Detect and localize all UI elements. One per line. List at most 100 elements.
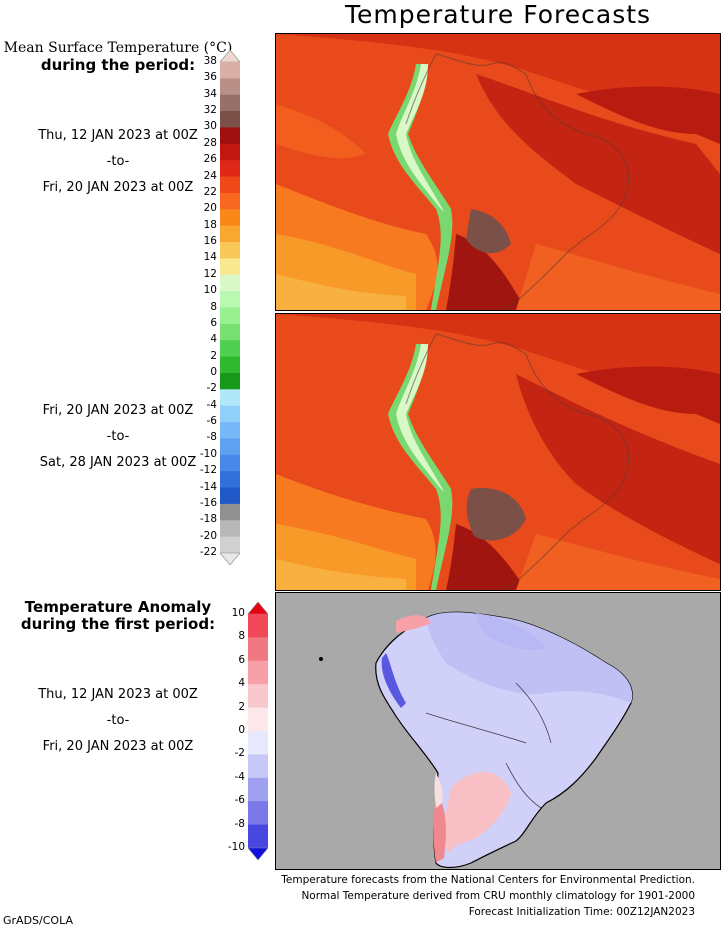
- period1-end: Fri, 20 JAN 2023 at 00Z: [42, 180, 194, 195]
- footer-line-source: Temperature forecasts from the National …: [281, 874, 695, 886]
- colorbar-tick-label: -14: [199, 480, 217, 493]
- colorbar-segment: [220, 323, 240, 341]
- colorbar-segment: [220, 340, 240, 358]
- colorbar-segment: [220, 192, 240, 210]
- anomaly-colorbar: [247, 601, 269, 861]
- period2-end: Sat, 28 JAN 2023 at 00Z: [39, 455, 197, 470]
- colorbar-tick-label: 10: [203, 284, 217, 297]
- colorbar-segment: [220, 356, 240, 374]
- colorbar-tick-label: -2: [234, 747, 245, 760]
- colorbar-tick-label: 26: [203, 153, 217, 166]
- colorbar-segment: [220, 487, 240, 505]
- colorbar-tick-label: 0: [238, 724, 245, 736]
- colorbar-segment: [248, 614, 268, 638]
- anomaly-period-start: Thu, 12 JAN 2023 at 00Z: [38, 687, 198, 702]
- colorbar-tick-label: 2: [238, 700, 245, 713]
- colorbar-tick-label: 4: [210, 333, 217, 346]
- colorbar-segment: [220, 111, 240, 128]
- colorbar-segment: [220, 176, 240, 194]
- anomaly-period-separator: -to-: [106, 713, 130, 728]
- colorbar-segment: [220, 143, 240, 161]
- colorbar-segment: [248, 637, 268, 662]
- colorbar-top-tip: [219, 49, 241, 63]
- page-title: Temperature Forecasts: [344, 0, 652, 29]
- temperature-map-period1: [275, 33, 721, 311]
- colorbar-tick-label: -10: [199, 447, 217, 460]
- colorbar-tick-label: -20: [199, 529, 217, 542]
- colorbar-segment: [220, 520, 240, 538]
- colorbar-segment: [220, 471, 240, 489]
- colorbar-tick-label: -6: [234, 794, 245, 807]
- colorbar-tick-label: 16: [203, 235, 217, 248]
- colorbar-tick-label: -4: [234, 770, 245, 783]
- colorbar-segment: [248, 684, 268, 709]
- colorbar-tick-label: 12: [203, 267, 217, 280]
- colorbar-tick-label: 36: [203, 71, 217, 84]
- colorbar-segment: [220, 160, 240, 178]
- colorbar-segment: [220, 274, 240, 292]
- colorbar-tick-label: -8: [234, 817, 245, 830]
- colorbar-segment: [220, 94, 240, 112]
- colorbar-tick-label: -16: [199, 496, 217, 509]
- temperature-map-period2: [275, 313, 721, 591]
- colorbar-tick-label: 38: [203, 55, 217, 67]
- colorbar-tick-label: 4: [238, 677, 245, 690]
- colorbar-tick-label: -12: [199, 464, 217, 477]
- anomaly-subheading: during the first period:: [20, 615, 216, 633]
- colorbar-segment: [248, 707, 268, 732]
- colorbar-segment: [220, 258, 240, 276]
- colorbar-tick-label: -4: [206, 398, 217, 411]
- colorbar-segment: [220, 405, 240, 423]
- colorbar-segment: [248, 660, 268, 685]
- mean-temp-heading: Mean Surface Temperature (°C): [3, 40, 233, 56]
- colorbar-segment: [220, 127, 240, 145]
- footer-line-climatology: Normal Temperature derived from CRU mont…: [301, 890, 695, 902]
- colorbar-tick-label: 18: [203, 218, 217, 231]
- colorbar-tick-label: 6: [238, 653, 245, 666]
- temperature-colorbar: [219, 49, 241, 566]
- mean-temp-subheading: during the period:: [40, 56, 196, 74]
- anomaly-period-end: Fri, 20 JAN 2023 at 00Z: [42, 739, 194, 754]
- colorbar-segment: [220, 536, 240, 554]
- anomaly-heading: Temperature Anomaly: [24, 598, 212, 616]
- period1-separator: -to-: [106, 154, 130, 169]
- period2-separator: -to-: [106, 429, 130, 444]
- colorbar-bottom-tip: [219, 552, 241, 566]
- colorbar-segment: [220, 307, 240, 325]
- colorbar-segment: [220, 389, 240, 407]
- colorbar-segment: [248, 777, 268, 802]
- colorbar-tick-label: -6: [206, 415, 217, 428]
- colorbar-segment: [220, 209, 240, 227]
- footer-line-init-time: Forecast Initialization Time: 00Z12JAN20…: [468, 906, 695, 918]
- colorbar-tick-label: -10: [227, 841, 245, 853]
- colorbar-segment: [220, 503, 240, 521]
- footer-notes: Temperature forecasts from the National …: [281, 872, 695, 920]
- colorbar-segment: [220, 225, 240, 243]
- colorbar-tick-label: 8: [238, 630, 245, 643]
- temperature-anomaly-map: [275, 592, 721, 870]
- colorbar-top-tip: [247, 601, 269, 615]
- colorbar-tick-label: 6: [210, 316, 217, 329]
- colorbar-segment: [220, 291, 240, 308]
- colorbar-tick-label: -22: [199, 546, 217, 558]
- colorbar-tick-label: 10: [231, 607, 245, 619]
- colorbar-tick-label: 22: [203, 185, 217, 198]
- period2-start: Fri, 20 JAN 2023 at 00Z: [42, 403, 194, 418]
- colorbar-tick-label: 8: [210, 300, 217, 313]
- colorbar-tick-label: 14: [203, 251, 217, 264]
- colorbar-tick-label: 30: [203, 120, 217, 133]
- colorbar-tick-label: 32: [203, 104, 217, 117]
- colorbar-segment: [220, 78, 240, 96]
- colorbar-segment: [248, 731, 268, 755]
- colorbar-segment: [248, 754, 268, 779]
- colorbar-bottom-tip: [247, 847, 269, 861]
- colorbar-tick-label: 20: [203, 202, 217, 215]
- grads-credit: GrADS/COLA: [3, 914, 73, 927]
- colorbar-tick-label: -2: [206, 382, 217, 395]
- colorbar-tick-label: 0: [210, 365, 217, 378]
- colorbar-tick-label: -18: [199, 513, 217, 526]
- period1-start: Thu, 12 JAN 2023 at 00Z: [38, 128, 198, 143]
- colorbar-tick-label: 34: [203, 87, 217, 100]
- colorbar-segment: [248, 824, 268, 849]
- colorbar-segment: [220, 422, 240, 439]
